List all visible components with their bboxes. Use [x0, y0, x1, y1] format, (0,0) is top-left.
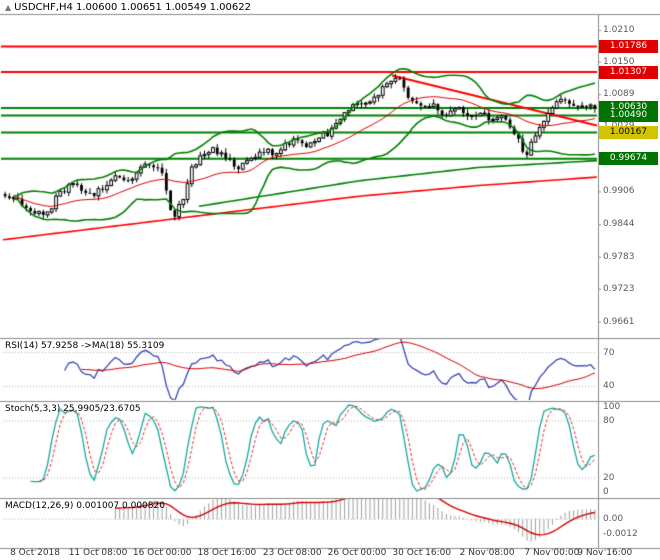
- macd-level-label: -0.0012: [603, 529, 638, 540]
- stochastic-level-label: 100: [603, 402, 621, 412]
- time-axis-label: 23 Oct 08:00: [262, 548, 322, 558]
- price-axis-label: 0.9906: [603, 186, 635, 197]
- price-level-badge: 1.00490: [599, 108, 658, 122]
- price-level-badge: 1.00167: [599, 126, 658, 140]
- time-axis-label: 30 Oct 16:00: [392, 548, 452, 558]
- price-axis-label: 0.9661: [603, 316, 635, 327]
- price-level-badge: 1.01307: [599, 65, 658, 79]
- price-axis[interactable]: 1.02101.01501.00891.00290.99670.99060.98…: [599, 14, 660, 548]
- rsi-level-label: 40: [603, 381, 615, 392]
- stochastic-level-label: 20: [603, 473, 615, 483]
- stochastic-level-label: 0: [603, 487, 609, 497]
- time-axis-label: 26 Oct 00:00: [327, 548, 387, 558]
- time-axis-label: 16 Oct 00:00: [132, 548, 192, 558]
- price-level-badge: 1.01786: [599, 40, 658, 54]
- chart-icon: ▲: [5, 3, 12, 12]
- price-level-badge: 0.99674: [599, 152, 658, 166]
- price-axis-label: 1.0089: [603, 89, 635, 100]
- time-axis-label: 11 Oct 08:00: [68, 548, 128, 558]
- price-axis-label: 1.0150: [603, 56, 635, 67]
- stochastic-indicator-label: Stoch(5,3,3) 25.9905/23.6705: [5, 404, 141, 414]
- time-axis-label: 9 Nov 16:00: [577, 548, 633, 558]
- price-axis-label: 1.0210: [603, 24, 635, 35]
- time-axis-label: 18 Oct 16:00: [197, 548, 257, 558]
- time-axis-label: 7 Nov 00:00: [524, 548, 580, 558]
- time-axis-label: 8 Oct 2018: [10, 548, 61, 558]
- price-axis-label: 0.9723: [603, 283, 635, 294]
- price-axis-label: 0.9783: [603, 251, 635, 262]
- chart-title-text: USDCHF,H4 1.00600 1.00651 1.00549 1.0062…: [14, 2, 251, 13]
- time-axis-label: 2 Nov 08:00: [459, 548, 515, 558]
- stochastic-level-label: 80: [603, 416, 615, 426]
- price-axis-label: 0.9844: [603, 219, 635, 230]
- rsi-level-label: 70: [603, 347, 615, 358]
- time-axis[interactable]: 8 Oct 2018 11 Oct 08:00 16 Oct 00:00 18 Oct…: [0, 547, 660, 560]
- macd-indicator-label: MACD(12,26,9) 0.001007 0.000820: [5, 501, 165, 511]
- chart-title: ▲ USDCHF,H4 1.00600 1.00651 1.00549 1.006…: [5, 2, 251, 13]
- price-axis-label: 1.0029: [603, 121, 635, 131]
- macd-level-label: 0.00: [603, 514, 624, 525]
- rsi-indicator-label: RSI(14) 57.9258 ->MA(18) 55.3109: [5, 341, 165, 351]
